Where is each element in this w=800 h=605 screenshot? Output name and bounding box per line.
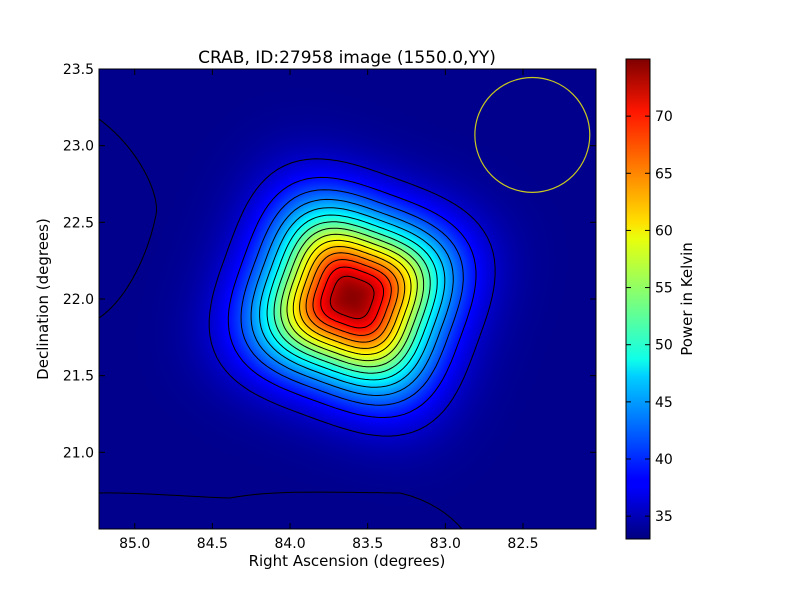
- colorbar-tick-label: 70: [655, 109, 673, 125]
- contour-line: [99, 118, 158, 319]
- x-tick-label: 83.0: [430, 536, 461, 552]
- contour-line: [273, 221, 431, 374]
- contour-line: [99, 491, 463, 529]
- chart-title: CRAB, ID:27958 image (1550.0,YY): [198, 48, 496, 68]
- colorbar-tick-label: 55: [655, 281, 673, 297]
- x-axis-ticks: 85.0 84.5 84.0 83.5 83.0 82.5: [119, 69, 539, 552]
- heatmap-area: [99, 69, 596, 529]
- colorbar-tick-label: 60: [655, 223, 673, 239]
- x-tick-label: 84.0: [274, 536, 305, 552]
- contour-line: [250, 198, 454, 397]
- colorbar-label: Power in Kelvin: [678, 242, 696, 356]
- contour-line: [312, 258, 392, 336]
- y-tick-label: 22.5: [63, 215, 94, 231]
- contour-line: [305, 252, 399, 343]
- colorbar-ticks: 35 40 45 50 55 60 65 70: [626, 109, 673, 525]
- colorbar-tick-label: 40: [655, 452, 673, 468]
- contour-line: [329, 275, 375, 320]
- beam-circle: [474, 76, 591, 193]
- contour-line: [259, 207, 446, 388]
- contour-lines: [99, 118, 496, 529]
- contour-line: [292, 239, 412, 355]
- colorbar-tick-label: 45: [655, 395, 673, 411]
- contour-line: [266, 214, 438, 381]
- contour-line: [320, 266, 384, 329]
- contour-line: [208, 158, 496, 437]
- y-tick-label: 23.5: [63, 62, 94, 78]
- contour-line: [299, 245, 406, 349]
- colorbar-tick-label: 50: [655, 338, 673, 354]
- x-tick-label: 85.0: [119, 536, 150, 552]
- contour-line: [227, 176, 477, 419]
- x-axis-label: Right Ascension (degrees): [249, 552, 446, 570]
- y-axis-ticks: 21.0 21.5 22.0 22.5 23.0 23.5: [63, 62, 596, 461]
- y-tick-label: 21.0: [63, 445, 94, 461]
- x-tick-label: 82.5: [507, 536, 538, 552]
- heatmap-image: [99, 69, 596, 529]
- x-tick-label: 83.5: [352, 536, 383, 552]
- y-axis-label: Declination (degrees): [34, 218, 52, 380]
- colorbar: [625, 58, 651, 540]
- colorbar-tick-label: 65: [655, 166, 673, 182]
- colorbar-tick-label: 35: [655, 509, 673, 525]
- y-tick-label: 21.5: [63, 369, 94, 385]
- contour-line: [280, 227, 425, 368]
- x-tick-label: 84.5: [197, 536, 228, 552]
- y-tick-label: 22.0: [63, 292, 94, 308]
- contour-line: [240, 189, 464, 406]
- y-tick-label: 23.0: [63, 139, 94, 155]
- contour-line: [286, 233, 418, 362]
